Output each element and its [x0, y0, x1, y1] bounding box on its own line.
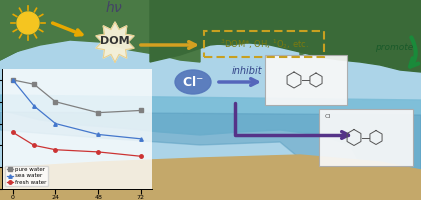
- Text: $^{3}$DOM*, OH, $^{1}$O$_{2}$, etc.: $^{3}$DOM*, OH, $^{1}$O$_{2}$, etc.: [220, 37, 309, 51]
- Polygon shape: [0, 95, 421, 200]
- Polygon shape: [0, 0, 421, 60]
- Polygon shape: [96, 22, 134, 62]
- pure water: [32, 83, 37, 85]
- sea water: [32, 105, 37, 107]
- Text: $h\nu$: $h\nu$: [105, 0, 123, 15]
- pure water: [139, 109, 144, 112]
- FancyBboxPatch shape: [265, 55, 347, 105]
- Ellipse shape: [175, 70, 211, 94]
- sea water: [96, 133, 101, 136]
- sea water: [53, 122, 58, 125]
- pure water: [96, 111, 101, 114]
- Circle shape: [17, 12, 39, 34]
- Polygon shape: [0, 0, 200, 62]
- Text: Cl: Cl: [325, 114, 331, 119]
- fresh water: [32, 144, 37, 147]
- pure water: [10, 79, 15, 81]
- sea water: [139, 138, 144, 140]
- Legend: pure water, sea water, fresh water: pure water, sea water, fresh water: [5, 166, 48, 186]
- Text: DOM: DOM: [100, 36, 130, 46]
- fresh water: [96, 151, 101, 153]
- Line: pure water: pure water: [11, 78, 143, 114]
- fresh water: [53, 149, 58, 151]
- Polygon shape: [300, 0, 421, 55]
- FancyBboxPatch shape: [319, 109, 413, 166]
- sea water: [10, 79, 15, 81]
- Polygon shape: [0, 155, 421, 200]
- fresh water: [139, 155, 144, 157]
- pure water: [53, 101, 58, 103]
- Text: Cl$^{-}$: Cl$^{-}$: [182, 75, 204, 89]
- Text: promote: promote: [375, 43, 413, 52]
- fresh water: [10, 131, 15, 133]
- Text: inhibit: inhibit: [232, 66, 263, 76]
- Line: fresh water: fresh water: [11, 131, 143, 158]
- Polygon shape: [150, 0, 421, 72]
- Line: sea water: sea water: [11, 78, 143, 141]
- Polygon shape: [0, 112, 421, 200]
